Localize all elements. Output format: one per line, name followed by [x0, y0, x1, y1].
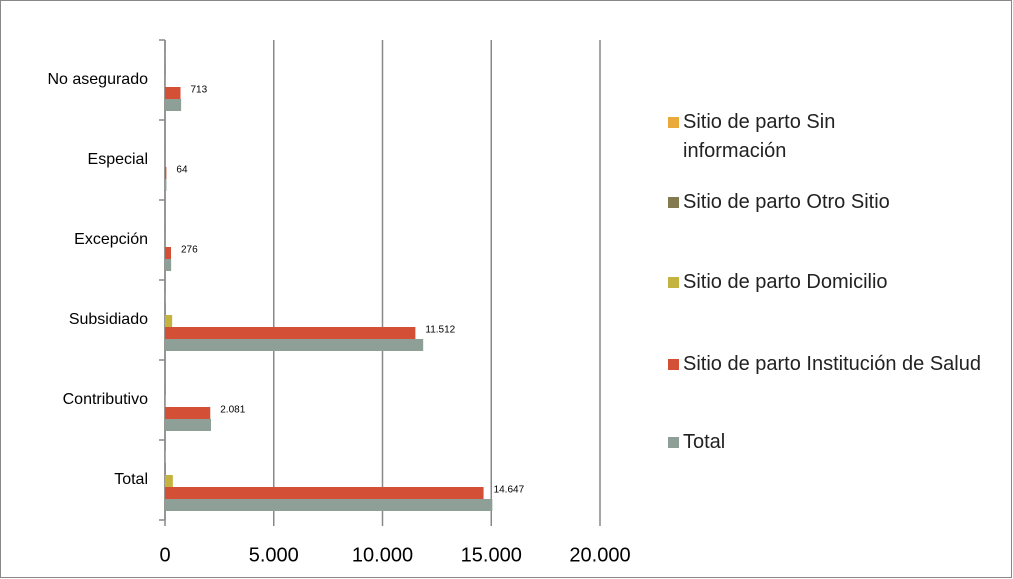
legend-label: Total	[683, 431, 726, 453]
y-tick-label: Excepción	[74, 231, 148, 248]
x-tick-label: 15.000	[461, 544, 522, 566]
legend-swatch	[668, 197, 679, 208]
y-tick-label: Especial	[88, 151, 148, 168]
legend-label: Sitio de parto Otro Sitio	[683, 191, 890, 213]
bar	[165, 179, 167, 191]
legend-item: Sitio de parto Otro Sitio	[668, 188, 988, 217]
data-label: 11.512	[425, 325, 455, 336]
y-tick-label: Subsidiado	[69, 311, 148, 328]
bar	[165, 87, 181, 99]
data-label: 276	[181, 245, 198, 256]
bar	[165, 395, 166, 407]
legend-item: Sitio de parto Sin información	[668, 108, 918, 166]
x-tick-label: 20.000	[569, 544, 630, 566]
x-tick-label: 0	[159, 544, 170, 566]
legend-item: Sitio de parto Domicilio	[668, 268, 988, 297]
y-tick-label: Contributivo	[63, 391, 148, 408]
legend-label: Sitio de parto Institución de Salud	[683, 353, 981, 375]
bar	[165, 451, 166, 463]
bar	[165, 315, 173, 327]
legend-label: Sitio de parto Domicilio	[683, 271, 888, 293]
x-tick-label: 10.000	[352, 544, 413, 566]
bar	[165, 259, 172, 271]
legend-swatch	[668, 277, 679, 288]
bar	[165, 419, 212, 431]
bar	[165, 339, 424, 351]
data-label: 713	[191, 85, 208, 96]
bar	[165, 247, 172, 259]
bar	[165, 407, 211, 419]
data-label: 14.647	[494, 485, 525, 496]
legend-swatch	[668, 359, 679, 370]
legend-swatch	[668, 437, 679, 448]
legend-item: Sitio de parto Institución de Salud	[668, 350, 998, 379]
y-tick-label: No asegurado	[47, 71, 148, 88]
legend-item: Total	[668, 428, 868, 457]
bar	[165, 167, 167, 179]
bar	[165, 475, 173, 487]
bar	[165, 327, 416, 339]
x-tick-label: 5.000	[249, 544, 299, 566]
y-tick-label: Total	[114, 471, 148, 488]
data-label: 2.081	[220, 405, 245, 416]
bar	[165, 487, 484, 499]
bar	[165, 499, 493, 511]
legend-swatch	[668, 117, 679, 128]
data-label: 64	[176, 165, 188, 176]
legend-label: Sitio de parto Sin información	[683, 111, 836, 162]
bar	[165, 99, 182, 111]
